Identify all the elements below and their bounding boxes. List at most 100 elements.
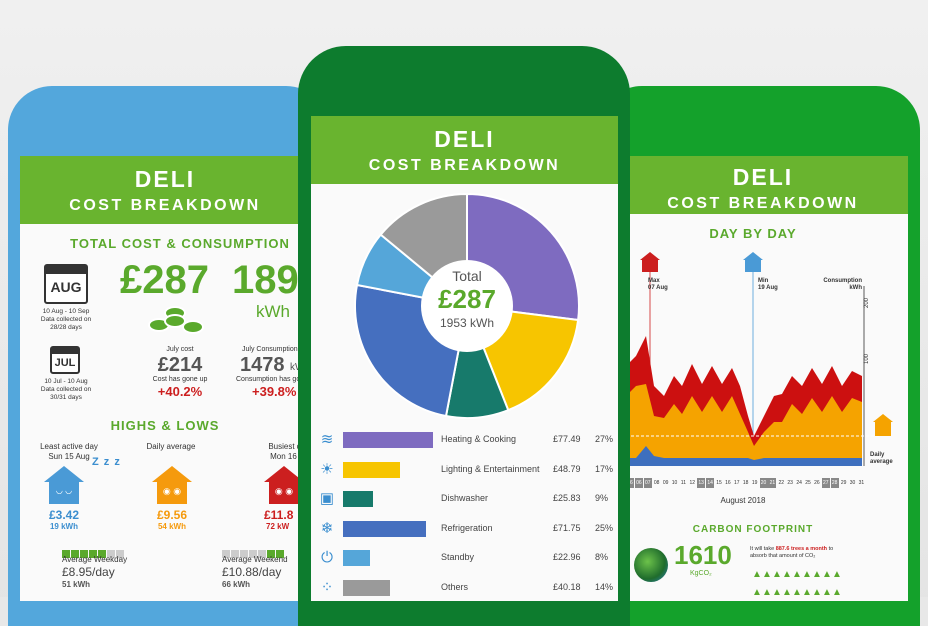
legend-amount: £77.49 [553,434,581,444]
day-label: 21 [768,478,777,488]
day-label: 08 [653,480,660,486]
section-total-cost: TOTAL COST & CONSUMPTION [70,236,290,251]
month-caption: 10 Aug - 10 Sep Data collected on 28/28 … [40,308,92,331]
pie-chart [354,192,580,419]
globe-icon [634,548,668,582]
header-subtitle: COST BREAKDOWN [69,197,261,214]
cost-change: +40.2% [157,384,203,399]
legend-row: ≋ Heating & Cooking £77.49 27% [315,426,615,454]
section-carbon: CARBON FOOTPRINT [692,524,814,535]
day-labels: 06 06 07 08 09 10 11 12 13 14 15 16 17 18 19 20 21 22 23 24… [626,478,866,488]
weekday-cost-row: £8.95/day [62,565,115,579]
house-avg-icon [873,414,893,436]
weekday-kwh: 51 kWh [62,580,91,589]
kwh-unit: kWh [256,302,290,321]
weekend-label: Average Weekend [222,555,288,564]
cons-change: +39.8% [252,384,297,399]
calendar-icon: AUG [44,264,88,304]
day-label: 27 [821,478,830,488]
trees-text-1: It will take [750,546,776,552]
least-cost: £3.42 [48,508,80,522]
day-label: 26 [814,480,820,486]
day-label: 14 [706,478,715,488]
legend-percent: 25% [595,522,614,533]
legend-percent: 8% [595,552,609,562]
heat-icon: ≋ [320,431,334,448]
max-date: 07 Aug [648,285,668,291]
legend-percent: 9% [595,493,609,503]
weekday-cost: £8.95 [62,565,93,579]
header-title: DELI [134,166,196,192]
pie-total-cost: £287 [438,284,496,314]
busiest-cost: £11.8 [264,508,294,522]
day-label: 16 [725,480,731,486]
legend-label: Refrigeration [441,522,493,533]
busiest-day: Busiest da Mon 16 A [252,442,310,462]
legend-label: Standby [441,552,475,562]
lamp-icon: ☀ [320,460,334,478]
july-cost: £214 [157,354,203,376]
legend-bar [343,550,370,566]
july-cost-label: July cost [166,346,194,353]
header-subtitle: COST BREAKDOWN [368,157,561,174]
consumption-unit: kWh [849,285,862,291]
day-label: 11 [680,480,686,486]
day-label: 17 [734,480,740,486]
legend-amount: £40.18 [553,581,581,592]
legend-row: ❄ Refrigeration £71.75 25% [315,515,615,543]
screen-breakdown: DELI COST BREAKDOWN Total £287 1953 kWh … [311,116,618,601]
max-label: Max 07 Aug [648,278,668,292]
legend-percent: 17% [595,463,614,474]
consumption-area-orange [626,384,862,466]
cost-up-label: Cost has gone up [152,376,208,383]
day-label: 30 [849,480,856,486]
day-label: 09 [662,480,669,486]
header-title: DELI [434,126,495,152]
screen-total-cost: DELI COST BREAKDOWN TOTAL COST & CONSUMP… [20,156,310,601]
header-subtitle: COST BREAKDOWN [667,195,859,212]
weekday-bar [62,545,125,563]
cons-up-label: Consumption has go [236,376,301,383]
busiest-date: Mon 16 A [270,452,304,461]
trees-number: 887.6 trees a month [775,546,828,552]
legend-bar [343,579,390,596]
co2-value: 1610 [674,540,732,570]
weekend-per-day: /day [258,565,282,579]
day-label: 29 [840,480,847,486]
weekday-label: Average Weekday [62,555,128,564]
screen-day-by-day: DELI COST BREAKDOWN DAY BY DAY 200 100 [618,156,908,601]
legend-row: ⁘ Others £40.18 14% [315,574,615,602]
least-kwh: 19 kWh [49,522,78,531]
phone-right: DELI COST BREAKDOWN DAY BY DAY 200 100 [598,86,920,626]
phone-left: DELI COST BREAKDOWN TOTAL COST & CONSUMP… [8,86,330,626]
house-blue-icon: ◡ ◡ [44,466,84,508]
min-label-text: Min [758,278,769,284]
section-day-by-day: DAY BY DAY [709,226,797,241]
day-label: 07 [643,478,652,488]
house-orange-icon: ◉ ◉ [152,466,192,508]
house-red-icon: ◉ ◉ [264,466,304,508]
header: DELI COST BREAKDOWN [311,116,618,184]
weekend-cost: £10.88 [222,565,259,579]
july-cons-unit: kW [290,362,304,373]
trees-icon: ▲▲▲▲▲▲▲▲▲ ▲▲▲▲▲▲▲▲▲ [752,569,842,598]
calendar-icon-prev: JUL [50,346,80,374]
snowflake-icon: ❄ [320,519,334,537]
legend-percent: 14% [595,581,614,592]
header: DELI COST BREAKDOWN [618,156,908,214]
day-label: 13 [697,478,706,488]
header-title: DELI [732,164,794,190]
day-label: 19 [751,480,758,486]
day-label: 22 [778,480,785,486]
consumption-area-blue [626,446,862,466]
weekday-per-day: /day [92,565,115,579]
phone-middle: DELI COST BREAKDOWN Total £287 1953 kWh … [298,46,630,626]
day-label: 23 [787,480,793,486]
pie-total-kwh: 1953 kWh [439,316,495,330]
day-label: 10 [671,480,678,486]
total-kwh: 189 [232,258,299,302]
month-label: August 2018 [720,496,766,505]
day-label: 06 [634,478,643,488]
legend-amount: £22.96 [553,552,581,562]
legend-amount: £71.75 [553,522,581,533]
